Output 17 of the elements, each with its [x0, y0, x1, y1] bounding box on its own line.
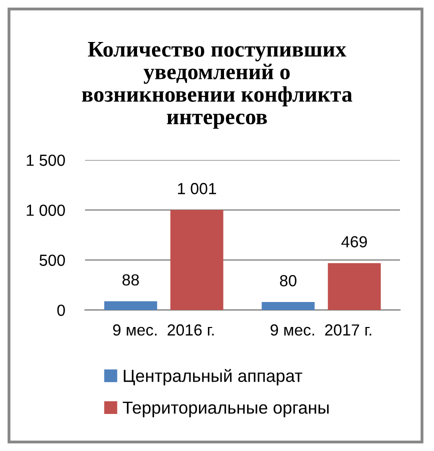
bar	[262, 302, 315, 310]
x-tick-label: 9 мес. 2017 г.	[270, 324, 372, 336]
data-label: 80	[280, 275, 296, 286]
y-tick-label: 0	[57, 304, 65, 316]
bar	[104, 301, 158, 310]
y-tick-label: 500	[40, 254, 65, 266]
data-label: 1 001	[178, 182, 216, 194]
chart-title: Количество поступивших уведомлений о возникновении конфликта интересов	[82, 42, 352, 129]
legend-label: Центральный аппарат	[124, 368, 302, 386]
data-label: 88	[122, 274, 139, 286]
y-tick-label: 1 500	[26, 154, 65, 166]
x-tick-label: 9 мес. 2016 г.	[113, 324, 214, 336]
legend-label: Территориальные органы	[122, 402, 329, 418]
data-label: 469	[341, 236, 367, 248]
bar	[170, 210, 224, 310]
y-tick-label: 1 000	[26, 204, 65, 216]
bar	[328, 263, 381, 310]
